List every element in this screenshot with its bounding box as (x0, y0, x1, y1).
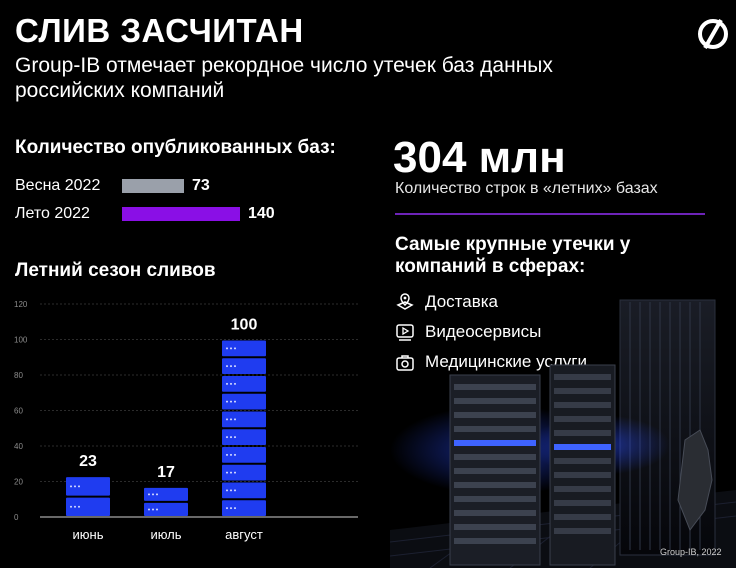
server-led (230, 365, 232, 368)
server-led (230, 436, 232, 439)
bar-segment (222, 447, 266, 463)
server-led (230, 400, 232, 403)
server-led (226, 507, 228, 510)
y-tick-label: 0 (14, 513, 19, 522)
bar-segment (222, 482, 266, 499)
server-led (230, 382, 232, 385)
chart-title: Летний сезон сливов (15, 260, 216, 281)
bar-segment (144, 487, 188, 501)
server-towers-illustration (390, 299, 736, 568)
spring-value: 73 (192, 177, 210, 194)
y-tick-label: 40 (14, 442, 23, 451)
page-title: СЛИВ ЗАСЧИТАН (15, 12, 304, 49)
sector-medical: Медицинские услуги (395, 352, 587, 372)
sector-delivery: Доставка (395, 292, 498, 312)
bar-segment (66, 497, 110, 516)
bar-segment (222, 429, 266, 445)
server-led (230, 418, 232, 421)
y-tick-label: 20 (14, 478, 23, 487)
bar (144, 487, 188, 516)
summer-label: Лето 2022 (15, 205, 90, 222)
monthly-leaks-chart: 0 20 40 60 80 100 120 23 июнь 17 июль 100 август (14, 300, 358, 542)
server-led (226, 436, 228, 439)
server-led (78, 505, 80, 508)
y-tick-label: 80 (14, 371, 23, 380)
rows-caption: Количество строк в «летних» базах (395, 180, 658, 197)
server-led (230, 507, 232, 510)
bar-value-label: 23 (79, 453, 97, 470)
x-category-label: июнь (73, 527, 104, 542)
bar-segment (222, 411, 266, 428)
server-led (78, 485, 80, 488)
bar-segment (144, 502, 188, 516)
x-category-label: август (225, 527, 263, 542)
server-led (226, 471, 228, 474)
sector-video: Видеосервисы (395, 322, 541, 342)
bar-segment (222, 393, 266, 410)
summer-bar (122, 207, 240, 221)
bar (66, 477, 110, 516)
divider (395, 213, 705, 215)
server-led (234, 471, 236, 474)
bar-segment (222, 376, 266, 392)
server-led (148, 493, 150, 496)
server-led (74, 485, 76, 488)
bar-segment (222, 464, 266, 481)
server-led (234, 507, 236, 510)
bar-segment (222, 340, 266, 357)
server-led (234, 418, 236, 421)
x-category-label: июль (150, 527, 181, 542)
page-subtitle: Group-IB отмечает рекордное число утечек… (15, 54, 553, 102)
sector-label: Медицинские услуги (425, 352, 588, 371)
server-led (234, 382, 236, 385)
rows-count: 304 млн (393, 133, 566, 182)
server-led (226, 347, 228, 350)
server-led (226, 365, 228, 368)
server-led (156, 508, 158, 511)
sector-label: Доставка (425, 292, 499, 311)
bar-segment (222, 500, 266, 516)
server-led (70, 505, 72, 508)
server-led (226, 382, 228, 385)
server-led (234, 436, 236, 439)
y-tick-label: 60 (14, 407, 23, 416)
server-led (74, 505, 76, 508)
server-led (234, 453, 236, 456)
bar-value-label: 100 (231, 317, 258, 334)
footer-credit: Group-IB, 2022 (660, 547, 722, 557)
server-led (70, 485, 72, 488)
server-led (152, 508, 154, 511)
bar-segment (66, 477, 110, 496)
server-led (226, 453, 228, 456)
bar-value-label: 17 (157, 464, 175, 481)
y-tick-label: 120 (14, 300, 28, 309)
spring-bar (122, 179, 184, 193)
sector-label: Видеосервисы (425, 322, 542, 341)
y-tick-label: 100 (14, 336, 28, 345)
published-heading: Количество опубликованных баз: (15, 137, 336, 158)
delivery-box-icon (396, 293, 414, 310)
server-led (148, 508, 150, 511)
server-led (226, 418, 228, 421)
video-player-icon (396, 324, 414, 341)
summer-value: 140 (248, 205, 275, 222)
server-led (226, 400, 228, 403)
spring-label: Весна 2022 (15, 177, 101, 194)
server-led (234, 400, 236, 403)
server-led (230, 347, 232, 350)
logo-icon (695, 16, 731, 52)
server-led (234, 489, 236, 492)
server-led (230, 471, 232, 474)
sectors-heading: Самые крупные утечки у компаний в сферах… (395, 234, 631, 277)
server-led (152, 493, 154, 496)
server-led (234, 365, 236, 368)
bar-segment (222, 358, 266, 374)
bar (222, 340, 266, 516)
server-led (234, 347, 236, 350)
server-led (226, 489, 228, 492)
server-led (156, 493, 158, 496)
server-led (230, 453, 232, 456)
server-led (230, 489, 232, 492)
medical-case-icon (396, 355, 414, 371)
